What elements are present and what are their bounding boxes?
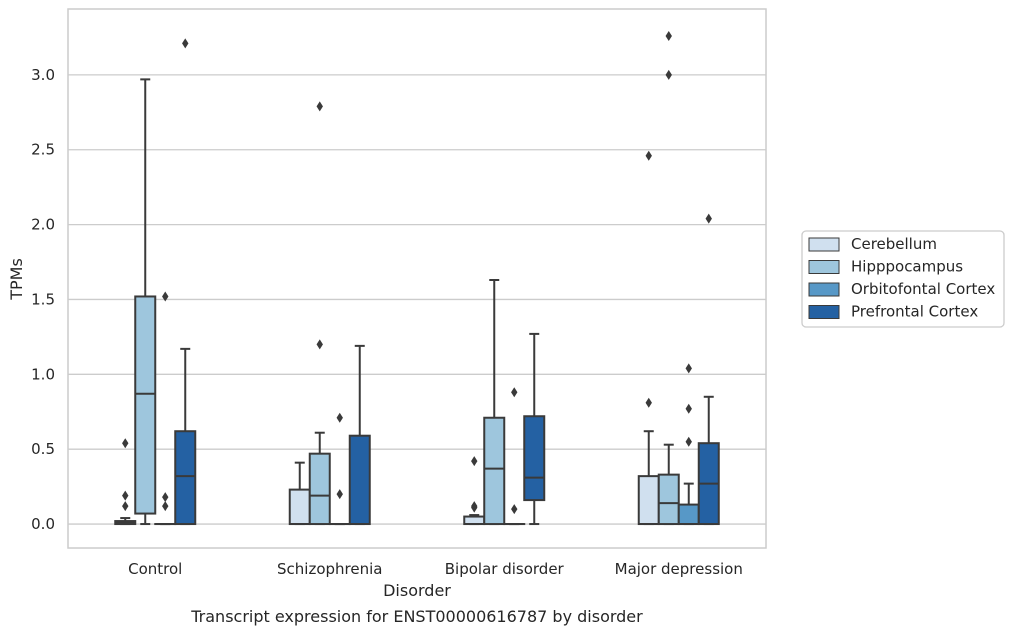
grid-lines: [68, 74, 766, 525]
legend-label: Prefrontal Cortex: [851, 303, 978, 321]
legend: Cerebellum Hipppocampus Orbitofontal Corte…: [801, 230, 1005, 328]
box-prefrontal-cortex: [174, 38, 197, 526]
outlier-point: [316, 101, 323, 112]
y-tick-label: 1.0: [31, 365, 55, 383]
legend-label: Hipppocampus: [851, 258, 963, 276]
box-iqr: [288, 488, 311, 526]
box-layer: [114, 30, 720, 526]
box-prefrontal-cortex: [697, 213, 720, 526]
outlier-point: [705, 213, 712, 224]
outlier-point: [511, 504, 518, 515]
outlier-point: [645, 397, 652, 408]
outlier-point: [511, 387, 518, 398]
outlier-point: [665, 69, 672, 80]
box-cerebellum: [463, 456, 486, 526]
outlier-point: [471, 456, 478, 467]
y-tick-label: 2.0: [31, 216, 55, 234]
box-orbitofontal-cortex: [328, 412, 351, 526]
y-tick-labels: 0.0 0.5 1.0 1.5 2.0 2.5 3.0: [31, 66, 55, 533]
x-tick-label: Control: [128, 560, 182, 578]
outlier-point: [162, 492, 169, 503]
box-orbitofontal-cortex: [677, 363, 700, 526]
outlier-point: [316, 339, 323, 350]
y-tick-label: 1.5: [31, 290, 55, 308]
box-iqr: [523, 415, 546, 502]
box-hipppocampus: [483, 278, 506, 526]
outlier-point: [122, 438, 129, 449]
box-hipppocampus: [134, 78, 157, 526]
y-tick-label: 3.0: [31, 66, 55, 84]
x-tick-label: Major depression: [615, 560, 743, 578]
box-iqr: [308, 452, 331, 526]
legend-swatch: [808, 260, 840, 274]
outlier-point: [685, 403, 692, 414]
legend-item: Hipppocampus: [808, 258, 963, 276]
outlier-point: [645, 150, 652, 161]
x-axis-label: Disorder: [383, 581, 451, 600]
outlier-point: [471, 502, 478, 513]
outlier-point: [182, 38, 189, 49]
legend-swatch: [808, 237, 840, 252]
box-orbitofontal-cortex: [503, 387, 526, 526]
legend-item: Prefrontal Cortex: [808, 303, 978, 321]
legend-frame: [801, 230, 1005, 328]
box-cerebellum: [288, 461, 311, 526]
legend-label: Cerebellum: [851, 235, 937, 253]
outlier-point: [162, 291, 169, 302]
box-iqr: [463, 515, 486, 526]
box-prefrontal-cortex: [348, 344, 371, 526]
x-tick-label: Bipolar disorder: [445, 560, 565, 578]
outlier-point: [122, 501, 129, 512]
box-iqr: [657, 473, 680, 526]
box-iqr: [174, 430, 197, 526]
legend-item: Orbitofontal Cortex: [808, 280, 995, 298]
outlier-point: [336, 412, 343, 423]
y-tick-label: 2.5: [31, 141, 55, 159]
x-tick-label: Schizophrenia: [277, 560, 382, 578]
box-iqr: [677, 503, 700, 526]
x-tick-labels: Control Schizophrenia Bipolar disorder Majo…: [128, 560, 743, 578]
plot-frame: [67, 8, 767, 549]
legend-swatch: [808, 282, 840, 297]
box-iqr: [637, 475, 660, 526]
legend-item: Cerebellum: [808, 235, 937, 253]
figure-caption: Transcript expression for ENST0000061678…: [190, 607, 643, 626]
outlier-point: [685, 436, 692, 447]
box-cerebellum: [637, 150, 660, 526]
outlier-point: [162, 501, 169, 512]
legend-swatch: [808, 305, 840, 319]
y-tick-label: 0.5: [31, 440, 55, 458]
box-iqr: [134, 295, 157, 515]
box-iqr: [348, 434, 371, 526]
outlier-point: [685, 363, 692, 374]
box-hipppocampus: [657, 30, 680, 526]
outlier-point: [122, 490, 129, 501]
box-prefrontal-cortex: [523, 332, 546, 526]
box-hipppocampus: [308, 101, 331, 526]
y-axis-label: TPMs: [7, 258, 26, 301]
y-tick-label: 0.0: [31, 515, 55, 533]
box-orbitofontal-cortex: [154, 291, 177, 526]
legend-label: Orbitofontal Cortex: [851, 280, 995, 298]
box-iqr: [483, 416, 506, 526]
outlier-point: [665, 30, 672, 41]
outlier-point: [336, 489, 343, 500]
box-cerebellum: [114, 438, 137, 526]
